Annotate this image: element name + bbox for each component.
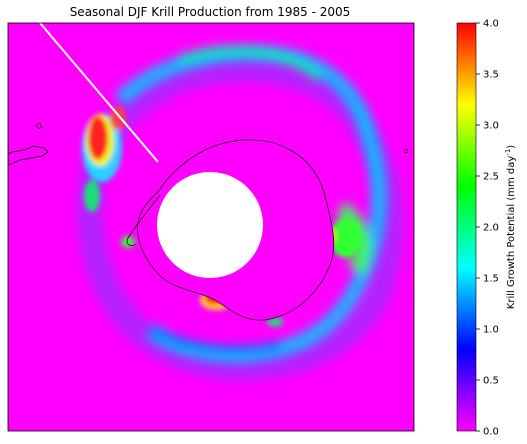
colorbar-tick-label: 1.5: [483, 274, 499, 285]
colorbar-gradient: [456, 22, 477, 432]
meridian-gap: [39, 23, 159, 163]
south-america-coastline: [8, 145, 49, 166]
colorbar-label: Krill Growth Potential (mm day-1): [504, 145, 517, 310]
polar-hole: [157, 172, 263, 278]
krill-outer-halo: [76, 55, 403, 381]
colorbar-tick-label: 1.0: [483, 325, 499, 336]
colorbar: 0.0 0.5 1.0 1.5 2.0 2.5 3.0 3.5 4.0 Krill Growth…: [456, 19, 517, 438]
peninsula-coastline: [126, 194, 161, 246]
map-panel: [8, 23, 414, 431]
chart-title: Seasonal DJF Krill Production from 1985 …: [70, 5, 351, 19]
peninsula-hotspot: [82, 106, 135, 248]
island-outline: [403, 148, 409, 154]
colorbar-tick-label: 4.0: [483, 19, 499, 30]
colorbar-tick-label: 0.0: [483, 427, 499, 438]
colorbar-tick-label: 3.5: [483, 70, 499, 81]
colorbar-tick-label: 0.5: [483, 376, 499, 387]
island-outline: [35, 122, 43, 130]
colorbar-tick-label: 3.0: [483, 121, 499, 132]
colorbar-tick-label: 2.5: [483, 172, 499, 183]
colorbar-tick-label: 2.0: [483, 223, 499, 234]
map-frame: [7, 22, 415, 432]
